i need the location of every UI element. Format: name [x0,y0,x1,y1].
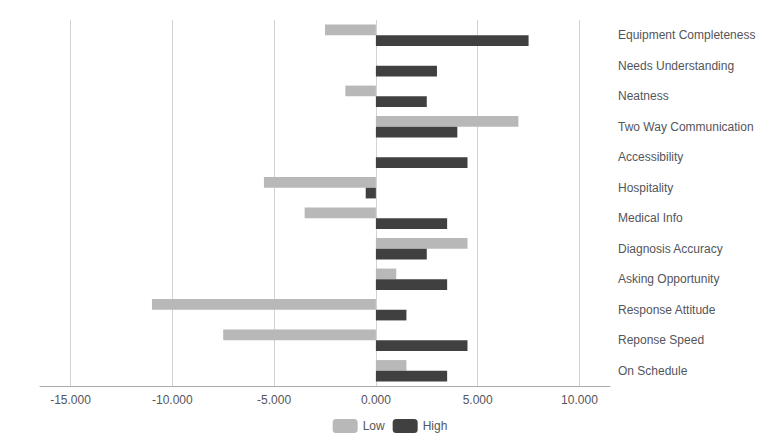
svg-text:-10.000: -10.000 [152,393,193,407]
svg-text:Hospitality: Hospitality [618,181,673,195]
svg-text:0.000: 0.000 [361,393,391,407]
svg-text:On Schedule: On Schedule [618,364,688,378]
svg-text:Medical Info: Medical Info [618,211,683,225]
svg-text:10.000: 10.000 [561,393,598,407]
svg-text:Diagnosis Accuracy: Diagnosis Accuracy [618,242,723,256]
svg-text:Neatness: Neatness [618,89,669,103]
svg-text:Equipment Completeness: Equipment Completeness [618,28,755,42]
svg-text:5.000: 5.000 [463,393,493,407]
svg-text:-5.000: -5.000 [257,393,291,407]
svg-text:High: High [423,419,448,433]
svg-text:Low: Low [363,419,385,433]
svg-text:Asking Opportunity: Asking Opportunity [618,272,719,286]
svg-text:Needs Understanding: Needs Understanding [618,59,734,73]
svg-text:Accessibility: Accessibility [618,150,683,164]
svg-text:Response Attitude: Response Attitude [618,303,716,317]
svg-text:Two Way Communication: Two Way Communication [618,120,754,134]
svg-text:-15.000: -15.000 [50,393,91,407]
svg-text:Reponse Speed: Reponse Speed [618,333,704,347]
